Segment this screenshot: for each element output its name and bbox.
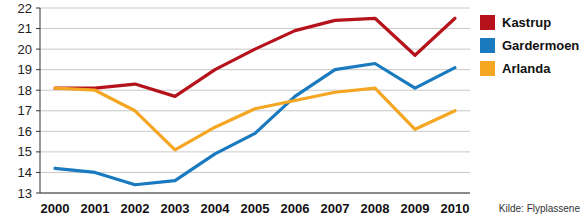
y-tick — [36, 110, 40, 111]
y-tick — [36, 90, 40, 91]
y-tick-label: 14 — [18, 165, 32, 180]
x-tick-label: 2008 — [361, 201, 390, 216]
x-tick-label: 2007 — [321, 201, 350, 216]
x-tick-label: 2003 — [161, 201, 190, 216]
x-tick-label: 2004 — [201, 201, 231, 216]
source: Kilde: Flyplassene — [499, 203, 581, 214]
x-axis — [40, 193, 470, 194]
y-tick-label: 13 — [18, 186, 32, 201]
series-line — [55, 64, 455, 185]
x-tick-label: 2002 — [121, 201, 150, 216]
legend-swatch — [480, 61, 495, 76]
y-tick-label: 15 — [18, 144, 32, 159]
legend-swatch — [480, 15, 495, 30]
y-tick-label: 19 — [18, 62, 32, 77]
grid-line — [40, 28, 470, 29]
y-tick-label: 18 — [18, 83, 32, 98]
y-tick — [36, 8, 40, 9]
chart-svg: 13 14 15 16 17 18 19 20 21 22 2000 2001 2002 2003 2004… — [0, 0, 584, 220]
lines — [55, 18, 455, 185]
grid-line — [40, 69, 470, 70]
y-tick — [36, 131, 40, 132]
chart-container: 13 14 15 16 17 18 19 20 21 22 2000 2001 2002 2003 2004… — [0, 0, 584, 220]
y-tick — [36, 49, 40, 50]
grid-line — [40, 8, 470, 9]
legend-swatch — [480, 38, 495, 53]
y-tick — [36, 172, 40, 173]
grid-line — [40, 172, 470, 173]
y-tick-label: 22 — [18, 1, 32, 16]
y-axis — [40, 8, 41, 193]
y-tick-label: 17 — [18, 103, 32, 118]
legend: Kastrup Gardermoen Arlanda — [480, 15, 579, 76]
x-tick-label: 2005 — [241, 201, 270, 216]
x-tick-label: 2009 — [401, 201, 430, 216]
series-line — [55, 88, 455, 150]
legend-label: Kastrup — [502, 15, 551, 30]
x-tick-label: 2010 — [441, 201, 470, 216]
grid-line — [40, 151, 470, 152]
x-tick-label: 2001 — [81, 201, 110, 216]
legend-label: Arlanda — [502, 61, 551, 76]
y-tick-label: 20 — [18, 42, 32, 57]
y-tick — [36, 151, 40, 152]
y-tick — [36, 193, 40, 194]
series-line — [55, 18, 455, 96]
grid-line — [40, 90, 470, 91]
y-tick-label: 21 — [18, 21, 32, 36]
grid — [36, 8, 470, 193]
y-tick — [36, 28, 40, 29]
x-tick-label: 2006 — [281, 201, 310, 216]
y-tick-label: 16 — [18, 124, 32, 139]
legend-label: Gardermoen — [502, 38, 579, 53]
x-tick-label: 2000 — [41, 201, 70, 216]
grid-line — [40, 193, 470, 194]
y-tick — [36, 69, 40, 70]
